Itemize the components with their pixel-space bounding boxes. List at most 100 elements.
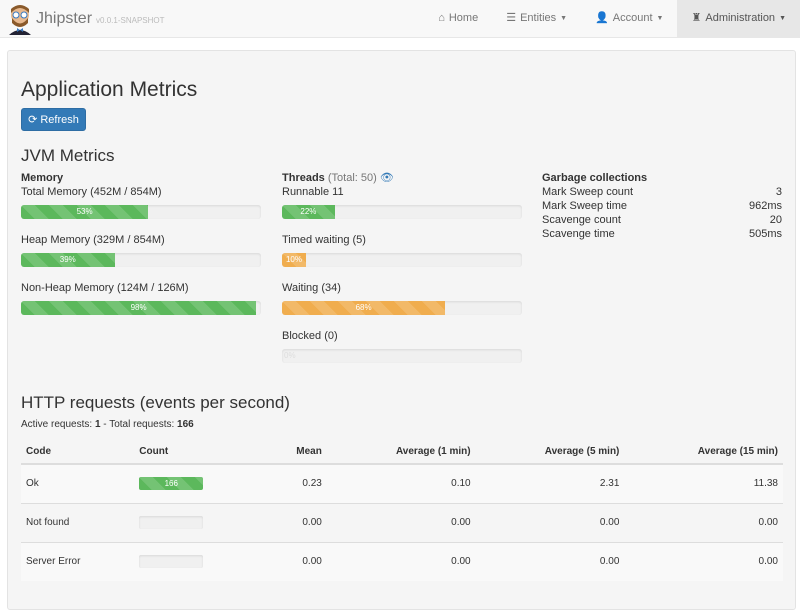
bar-label: Blocked (0) <box>282 330 338 342</box>
gc-row: Mark Sweep count 3 <box>542 185 782 199</box>
progress-bar: 0% <box>282 349 522 363</box>
progress-fill: 22% <box>282 205 335 219</box>
progress-text: 53% <box>76 207 93 216</box>
progress-text: 39% <box>59 255 76 264</box>
brand[interactable]: Jhipster v0.0.1-SNAPSHOT <box>36 10 165 28</box>
a15-cell: 0.00 <box>624 502 783 542</box>
a1-cell: 0.00 <box>326 541 476 581</box>
nav-administration[interactable]: ♜ Administration ▼ <box>677 0 800 37</box>
threads-total: (Total: 50) <box>327 172 377 184</box>
total-count: 166 <box>177 419 194 430</box>
bar-label: Timed waiting (5) <box>282 234 366 246</box>
table-row: Ok 166 0.23 0.10 2.31 11.38 <box>21 464 783 503</box>
column-header: Average (15 min) <box>624 440 783 465</box>
eye-icon[interactable]: 👁 <box>379 172 394 184</box>
gc-section: Garbage collections Mark Sweep count 3 Mar… <box>542 171 782 241</box>
code-cell: Server Error <box>21 541 135 581</box>
http-title: HTTP requests (events per second) <box>21 393 290 412</box>
a5-cell: 0.00 <box>475 541 625 581</box>
brand-name: Jhipster <box>36 10 93 27</box>
progress-fill: 39% <box>21 253 115 267</box>
bar-label: Waiting (34) <box>282 282 341 294</box>
a1-cell: 0.10 <box>451 478 471 490</box>
gc-label: Scavenge count <box>542 214 621 226</box>
column-header: Count <box>134 440 265 465</box>
refresh-label: Refresh <box>40 113 79 126</box>
count-bar <box>139 555 204 569</box>
count-bar <box>139 516 204 529</box>
a15-cell: 0.00 <box>624 541 783 581</box>
refresh-icon: ⟳ <box>28 114 38 126</box>
code-cell: Ok <box>26 478 39 490</box>
progress-bar: 98% <box>21 301 261 315</box>
gc-value: 3 <box>775 186 782 198</box>
a1-cell: 0.00 <box>326 502 476 542</box>
page-title: Application Metrics <box>21 78 198 101</box>
progress-text: 22% <box>300 207 317 216</box>
count-cell: 166 <box>134 464 264 503</box>
caret-down-icon: ▼ <box>656 15 664 22</box>
gc-row: Mark Sweep time 962ms <box>542 199 782 213</box>
progress-fill: 53% <box>21 205 149 219</box>
nav-label: Administration <box>705 12 776 24</box>
gc-label: Mark Sweep count <box>542 186 634 198</box>
table-row: Not found 0.00 0.00 0.00 0.00 <box>21 502 783 542</box>
table-row: Server Error 0.00 0.00 0.00 0.00 <box>21 541 783 581</box>
threads-title: Threads <box>282 172 325 184</box>
gc-value: 20 <box>769 214 782 226</box>
a15-cell: 11.38 <box>753 478 778 490</box>
gc-value: 962ms <box>748 200 782 212</box>
nav-entities[interactable]: ☰ Entities ▼ <box>492 0 581 37</box>
jvm-metrics-title: JVM Metrics <box>21 146 115 165</box>
count-cell <box>134 541 265 581</box>
caret-down-icon: ▼ <box>779 15 786 22</box>
a5-cell: 0.00 <box>475 502 625 542</box>
progress-text: 98% <box>130 303 147 312</box>
memory-section: Memory Total Memory (452M / 854M) 53% Heap… <box>21 171 261 329</box>
count-text: 166 <box>164 479 178 489</box>
nav-label: Entities <box>520 12 557 24</box>
progress-bar: 22% <box>282 205 522 219</box>
caret-down-icon: ▼ <box>560 15 568 22</box>
total-label: Total requests: <box>109 419 175 430</box>
active-label: Active requests: <box>21 419 93 430</box>
count-cell <box>134 502 265 542</box>
tower-icon: ♜ <box>691 12 702 24</box>
mean-cell: 0.23 <box>302 478 322 490</box>
progress-fill: 98% <box>21 301 257 315</box>
gc-value: 505ms <box>748 228 782 240</box>
count-bar: 166 <box>139 477 204 491</box>
gc-label: Mark Sweep time <box>542 200 627 212</box>
mean-cell: 0.00 <box>264 502 327 542</box>
gc-row: Scavenge time 505ms <box>542 227 782 241</box>
progress-bar: 39% <box>21 253 261 267</box>
column-header: Average (1 min) <box>326 440 476 465</box>
refresh-button[interactable]: ⟳ Refresh <box>21 108 86 131</box>
column-header: Code <box>21 440 135 465</box>
nav-home[interactable]: ⌂ Home <box>424 0 492 37</box>
progress-text: 0% <box>284 351 296 360</box>
progress-bar: 68% <box>282 301 522 315</box>
list-icon: ☰ <box>506 12 517 24</box>
code-cell: Not found <box>21 502 135 542</box>
active-count: 1 <box>94 419 101 430</box>
progress-text: 10% <box>285 255 302 264</box>
bar-label: Heap Memory (329M / 854M) <box>21 234 165 246</box>
mean-cell: 0.00 <box>264 541 327 581</box>
http-table: Code Count Mean Average (1 min) Average (5 m… <box>21 440 783 581</box>
gc-label: Scavenge time <box>542 228 615 240</box>
bar-label: Runnable 11 <box>282 186 344 198</box>
nav-account[interactable]: 👤 Account ▼ <box>581 0 677 37</box>
user-icon: 👤 <box>595 12 609 24</box>
column-header: Average (5 min) <box>475 440 625 465</box>
bar-label: Total Memory (452M / 854M) <box>21 186 162 198</box>
column-header: Mean <box>264 440 327 465</box>
gc-title: Garbage collections <box>542 172 648 184</box>
jhipster-logo-icon[interactable] <box>6 3 34 35</box>
progress-fill: 68% <box>282 301 446 315</box>
progress-bar: 53% <box>21 205 261 219</box>
gc-row: Scavenge count 20 <box>542 213 782 227</box>
progress-fill: 10% <box>282 253 306 267</box>
bar-label: Non-Heap Memory (124M / 126M) <box>21 282 189 294</box>
request-summary: Active requests: 1 - Total requests: 166 <box>21 419 194 430</box>
